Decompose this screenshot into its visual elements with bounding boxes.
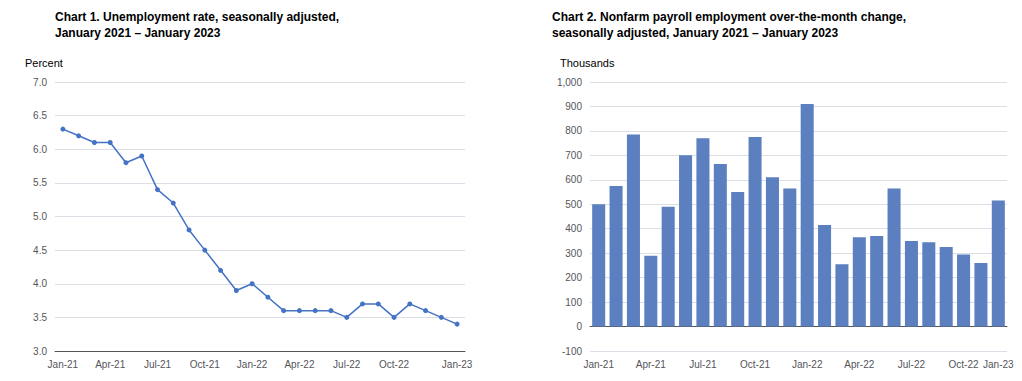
- svg-text:400: 400: [565, 223, 582, 234]
- svg-text:seasonally adjusted, January 2: seasonally adjusted, January 2021 – Janu…: [552, 26, 838, 40]
- svg-text:600: 600: [565, 174, 582, 185]
- svg-text:Percent: Percent: [25, 57, 63, 69]
- svg-text:-100: -100: [562, 346, 582, 357]
- svg-text:700: 700: [565, 150, 582, 161]
- svg-text:January 2021 – January 2023: January 2021 – January 2023: [55, 26, 221, 40]
- svg-text:4.5: 4.5: [33, 245, 47, 256]
- svg-text:3.5: 3.5: [33, 312, 47, 323]
- svg-text:Jul-22: Jul-22: [898, 359, 926, 370]
- svg-text:Oct-22: Oct-22: [949, 359, 979, 370]
- svg-text:Oct-21: Oct-21: [740, 359, 770, 370]
- svg-text:Jul-21: Jul-21: [689, 359, 717, 370]
- svg-text:Oct-22: Oct-22: [379, 359, 409, 370]
- svg-text:Jan-21: Jan-21: [583, 359, 614, 370]
- svg-text:800: 800: [565, 125, 582, 136]
- svg-text:6.5: 6.5: [33, 110, 47, 121]
- svg-text:Jan-21: Jan-21: [48, 359, 79, 370]
- svg-text:1,000: 1,000: [557, 77, 582, 88]
- svg-text:Chart 1. Unemployment rate, se: Chart 1. Unemployment rate, seasonally a…: [55, 10, 339, 24]
- svg-text:6.0: 6.0: [33, 144, 47, 155]
- svg-text:100: 100: [565, 297, 582, 308]
- svg-text:Jul-21: Jul-21: [144, 359, 172, 370]
- svg-text:Jan-22: Jan-22: [237, 359, 268, 370]
- svg-text:Apr-21: Apr-21: [636, 359, 666, 370]
- svg-text:900: 900: [565, 101, 582, 112]
- svg-text:7.0: 7.0: [33, 77, 47, 88]
- svg-text:Apr-21: Apr-21: [95, 359, 125, 370]
- svg-text:Jan-23: Jan-23: [442, 359, 473, 370]
- svg-text:0: 0: [576, 321, 582, 332]
- svg-text:Thousands: Thousands: [560, 57, 615, 69]
- svg-text:5.0: 5.0: [33, 211, 47, 222]
- svg-text:500: 500: [565, 199, 582, 210]
- svg-text:Jan-23: Jan-23: [983, 359, 1014, 370]
- svg-text:200: 200: [565, 272, 582, 283]
- svg-text:300: 300: [565, 248, 582, 259]
- svg-text:Apr-22: Apr-22: [284, 359, 314, 370]
- svg-text:Jan-22: Jan-22: [792, 359, 823, 370]
- svg-text:Jul-22: Jul-22: [333, 359, 361, 370]
- svg-text:Apr-22: Apr-22: [844, 359, 874, 370]
- svg-text:4.0: 4.0: [33, 278, 47, 289]
- svg-text:3.0: 3.0: [33, 346, 47, 357]
- svg-text:Oct-21: Oct-21: [190, 359, 220, 370]
- svg-text:Chart 2. Nonfarm payroll emplo: Chart 2. Nonfarm payroll employment over…: [552, 10, 906, 24]
- svg-text:5.5: 5.5: [33, 177, 47, 188]
